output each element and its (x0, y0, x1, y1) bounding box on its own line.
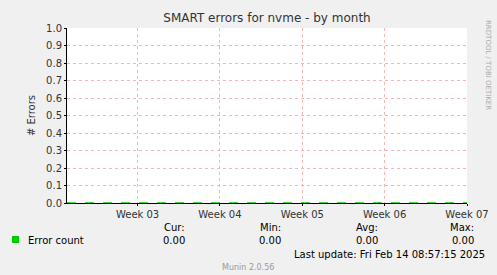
svg-text:0.7: 0.7 (46, 75, 62, 86)
svg-text:Max:: Max: (450, 222, 474, 233)
svg-text:0.00: 0.00 (259, 235, 281, 246)
svg-text:Min:: Min: (260, 222, 281, 233)
svg-text:Week 06: Week 06 (363, 209, 406, 220)
svg-text:0.3: 0.3 (46, 145, 62, 156)
svg-text:0.00: 0.00 (163, 235, 185, 246)
svg-text:Munin 2.0.56: Munin 2.0.56 (222, 263, 274, 272)
svg-text:Week 05: Week 05 (281, 209, 324, 220)
svg-text:0.2: 0.2 (46, 163, 62, 174)
svg-text:SMART errors for nvme - by mon: SMART errors for nvme - by month (163, 11, 370, 25)
svg-text:0.4: 0.4 (46, 128, 62, 139)
svg-text:0.5: 0.5 (46, 110, 62, 121)
svg-text:Last update: Fri Feb 14 08:57:: Last update: Fri Feb 14 08:57:15 2025 (294, 249, 485, 260)
svg-text:0.0: 0.0 (46, 198, 62, 209)
svg-text:# Errors: # Errors (26, 95, 37, 136)
svg-text:Week 03: Week 03 (116, 209, 159, 220)
svg-text:0.1: 0.1 (46, 180, 62, 191)
svg-text:0.00: 0.00 (452, 235, 474, 246)
svg-text:0.6: 0.6 (46, 93, 62, 104)
svg-text:Week 07: Week 07 (445, 209, 488, 220)
svg-text:0.9: 0.9 (46, 40, 62, 51)
svg-text:0.8: 0.8 (46, 58, 62, 69)
svg-text:Error count: Error count (28, 235, 84, 246)
svg-text:Cur:: Cur: (164, 222, 185, 233)
svg-text:RRDTOOL / TOBI OETIKER: RRDTOOL / TOBI OETIKER (484, 20, 492, 110)
svg-text:0.00: 0.00 (356, 235, 378, 246)
svg-text:Avg:: Avg: (356, 222, 378, 233)
svg-text:1.0: 1.0 (46, 23, 62, 34)
svg-text:Week 04: Week 04 (198, 209, 241, 220)
